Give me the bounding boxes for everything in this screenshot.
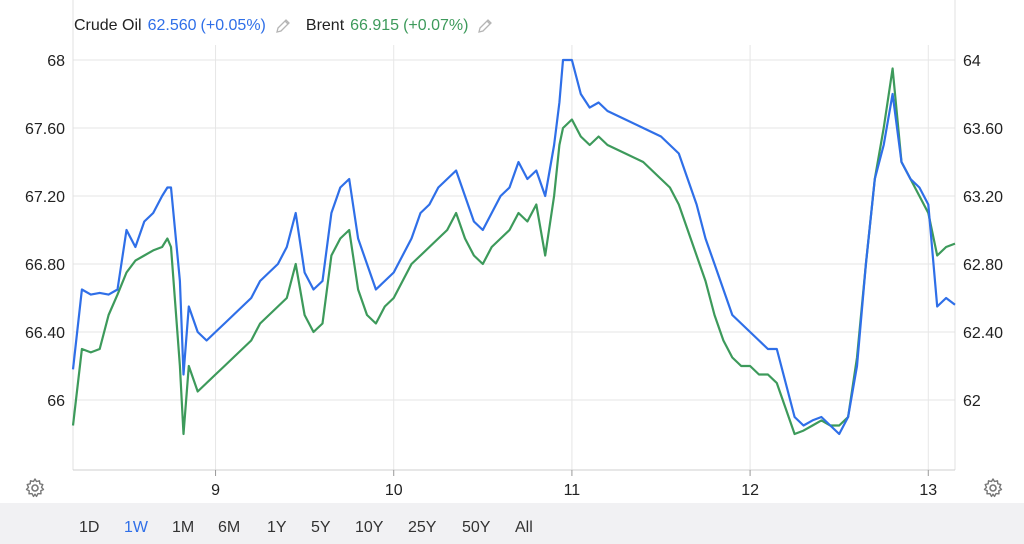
brent-legend-name: Brent xyxy=(305,17,345,34)
left-tick-label: 66 xyxy=(47,393,65,410)
range-button-25y[interactable]: 25Y xyxy=(408,519,437,536)
gear-icon[interactable] xyxy=(24,477,46,499)
pencil-icon[interactable] xyxy=(274,17,292,35)
crude-legend-value: 62.560 xyxy=(147,17,197,34)
range-button-1w[interactable]: 1W xyxy=(124,519,148,536)
crude-legend-change: (+0.05%) xyxy=(200,17,266,34)
left-tick-label: 68 xyxy=(47,53,65,70)
left-tick-label: 66.80 xyxy=(25,257,65,274)
right-tick-label: 63.60 xyxy=(963,121,1003,138)
x-tick-label: 12 xyxy=(741,482,759,499)
crude-legend-name: Crude Oil xyxy=(74,17,142,34)
pencil-icon[interactable] xyxy=(476,17,494,35)
range-button-1d[interactable]: 1D xyxy=(79,519,100,536)
right-tick-label: 62.40 xyxy=(963,325,1003,342)
gear-icon[interactable] xyxy=(982,477,1004,499)
right-tick-label: 62 xyxy=(963,393,981,410)
range-button-50y[interactable]: 50Y xyxy=(462,519,491,536)
right-tick-label: 63.20 xyxy=(963,189,1003,206)
range-button-1y[interactable]: 1Y xyxy=(267,519,287,536)
legend: Crude Oil 62.560 (+0.05%) Brent 66.915 (… xyxy=(74,17,508,35)
price-chart[interactable]: 66 62 66.40 62.40 66.80 62.80 67.20 63.20 67.60 6… xyxy=(0,0,1024,503)
right-tick-label: 62.80 xyxy=(963,257,1003,274)
range-button-10y[interactable]: 10Y xyxy=(355,519,384,536)
left-tick-label: 66.40 xyxy=(25,325,65,342)
range-bar xyxy=(0,503,1024,544)
x-tick-label: 13 xyxy=(919,482,937,499)
x-tick-label: 9 xyxy=(211,482,220,499)
right-tick-label: 64 xyxy=(963,53,981,70)
range-button-6m[interactable]: 6M xyxy=(218,519,241,536)
grid xyxy=(72,0,956,471)
x-tick-label: 11 xyxy=(564,482,581,499)
crude-oil-series-line xyxy=(71,58,956,436)
left-tick-label: 67.60 xyxy=(25,121,65,138)
axes: 66 62 66.40 62.40 66.80 62.80 67.20 63.20 67.60 6… xyxy=(25,53,1003,499)
series-lines xyxy=(71,58,956,436)
range-button-all[interactable]: All xyxy=(515,519,533,536)
range-button-5y[interactable]: 5Y xyxy=(311,519,331,536)
brent-legend-change: (+0.07%) xyxy=(403,17,469,34)
brent-legend-value: 66.915 xyxy=(350,17,400,34)
brent-series-line xyxy=(71,67,956,436)
left-tick-label: 67.20 xyxy=(25,189,65,206)
x-tick-label: 10 xyxy=(385,482,403,499)
range-button-1m[interactable]: 1M xyxy=(172,519,195,536)
